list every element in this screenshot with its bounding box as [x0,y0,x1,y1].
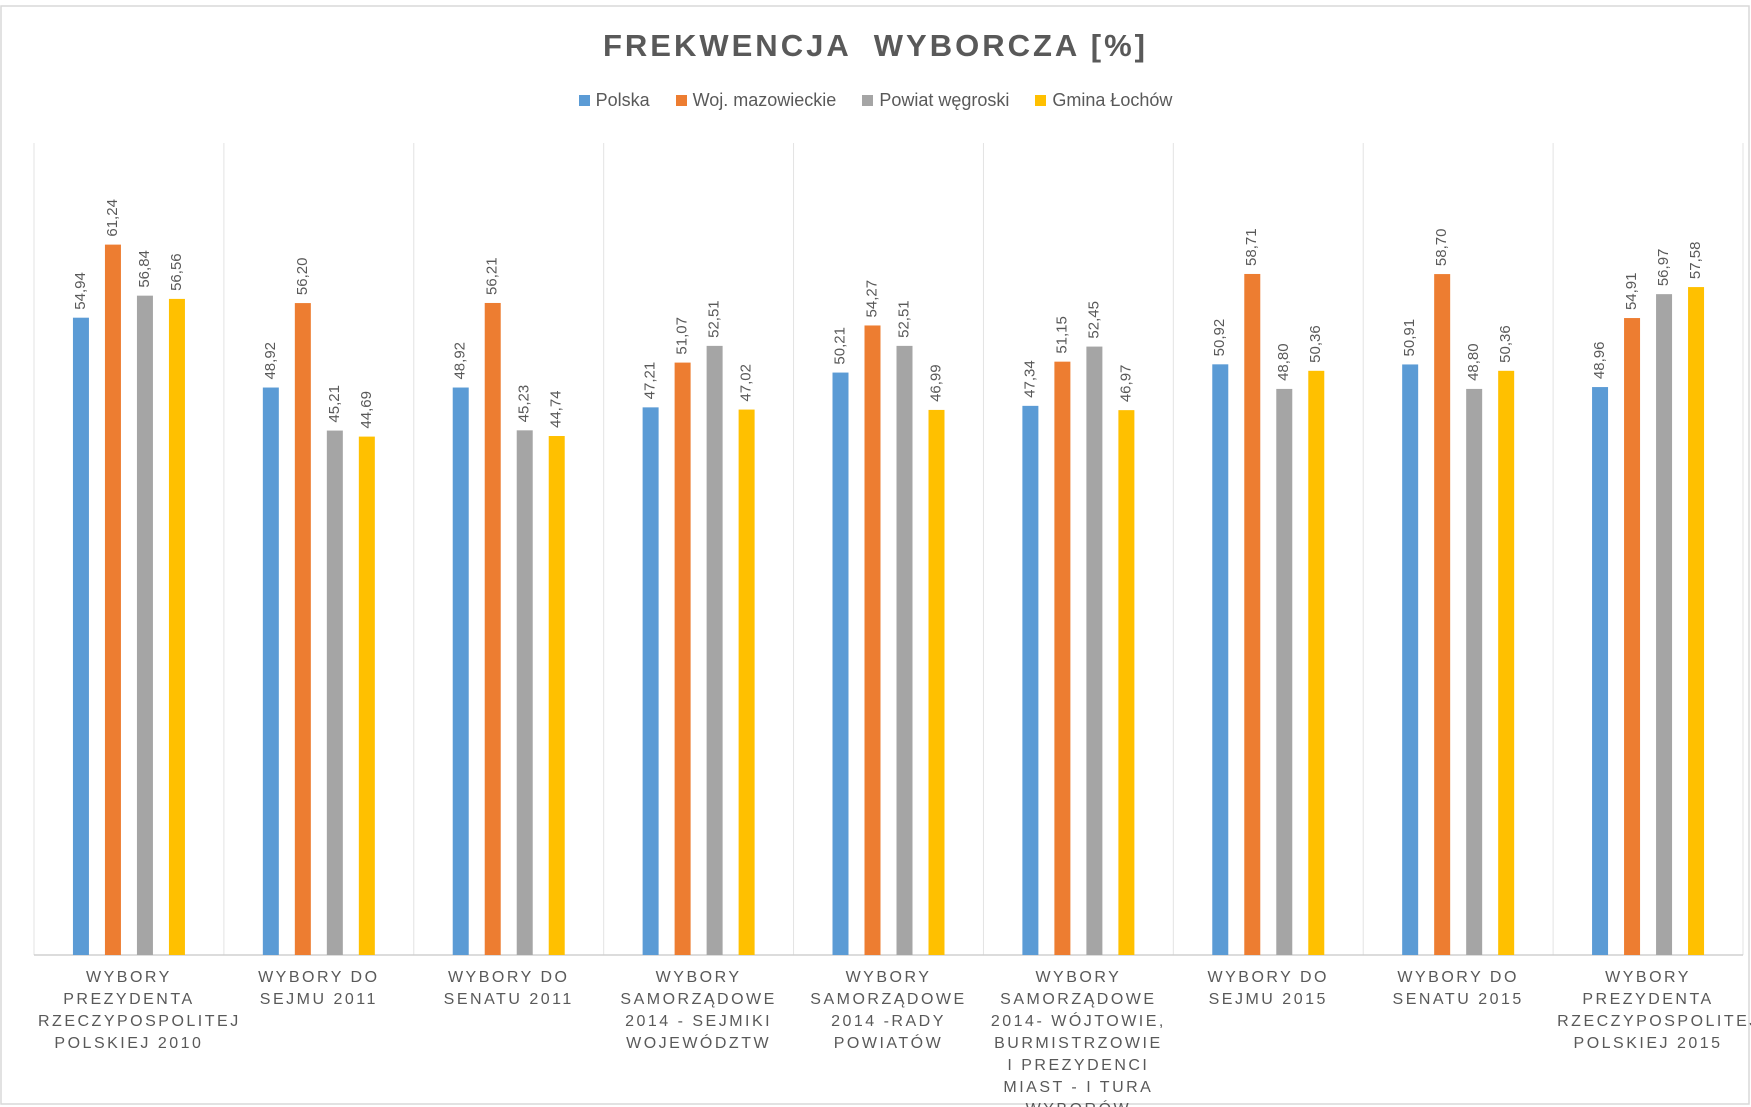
bar [864,325,881,955]
bar [294,303,311,956]
value-label: 48,80 [1465,343,1482,381]
x-tick-label: WYBORY DO SENATU 2011 [443,969,574,1008]
value-label: 50,92 [1211,319,1228,357]
bar [1086,346,1103,956]
bar [642,407,659,955]
value-label: 47,21 [642,362,659,400]
bar [358,436,375,955]
value-label: 50,36 [1497,325,1514,363]
bar [104,244,121,956]
legend-item: Gmina Łochów [1035,90,1172,111]
value-label: 48,92 [262,342,279,380]
bar [1466,388,1483,955]
value-label: 46,99 [927,364,944,402]
legend-label: Polska [595,90,650,110]
value-label: 58,70 [1433,229,1450,267]
value-label: 45,23 [516,385,533,423]
value-label: 48,92 [452,342,469,380]
legend-item: Woj. mazowieckie [675,90,837,111]
bar [896,345,913,955]
value-label: 47,34 [1021,360,1038,398]
value-label: 50,21 [831,327,848,365]
bar [1054,361,1071,955]
x-tick-label: WYBORY SAMORZĄDOWE 2014 -RADY POWIATÓW [810,969,967,1052]
bar [1276,388,1293,955]
x-tick-label: WYBORY SAMORZĄDOWE 2014 - SEJMIKI WOJEWÓ… [620,969,777,1052]
x-tick-label: WYBORY DO SENATU 2015 [1392,969,1524,1008]
value-label: 45,21 [326,385,343,423]
bar [484,302,501,955]
bar [1402,364,1419,956]
x-tick-label: WYBORY DO SEJMU 2011 [258,969,380,1008]
value-label: 51,07 [674,317,691,355]
bar [832,372,849,956]
value-label: 61,24 [104,199,121,237]
value-label: 56,56 [168,253,185,291]
bar [1212,364,1229,955]
chart-title: FREKWENCJA WYBORCZA [%] [602,28,1148,63]
value-label: 56,97 [1655,249,1672,287]
value-label: 50,36 [1307,325,1324,363]
bar [1434,274,1451,956]
frame [0,5,1750,1105]
bar [1656,294,1673,955]
value-label: 52,45 [1085,301,1102,339]
value-label: 56,84 [136,250,153,288]
value-label: 50,91 [1401,319,1418,357]
value-label: 56,21 [484,257,501,295]
bar [674,362,691,955]
bar [1022,405,1039,956]
legend-swatch [1035,95,1047,106]
x-tick-label: WYBORY PREZYDENTA RZECZYPOSPOLITEJ POLSK… [38,969,241,1052]
bar [1498,370,1515,956]
bar [516,430,533,955]
bar [1308,370,1325,956]
bar [326,430,343,956]
value-label: 47,02 [738,364,755,402]
bar [1624,318,1641,955]
legend-label: Powiat węgroski [879,90,1010,110]
value-label: 52,51 [895,300,912,338]
value-label: 46,97 [1117,365,1134,403]
value-label: 54,91 [1623,272,1640,310]
value-label: 51,15 [1053,316,1070,354]
value-label: 48,96 [1591,342,1608,380]
legend-label: Woj. mazowieckie [692,90,837,110]
legend-item: Polska [578,90,650,111]
legend-swatch [578,95,590,106]
legend: Polska Woj. mazowieckie Powiat węgroski Gmi… [0,90,1751,111]
x-tick-label: WYBORY SAMORZĄDOWE 2014- WÓJTOWIE, BURMI… [990,969,1166,1107]
value-label: 58,71 [1243,228,1260,266]
legend-item: Powiat węgroski [862,90,1009,111]
bar [928,409,945,955]
value-label: 44,69 [358,391,375,429]
bar [1688,287,1705,955]
bar [548,436,565,955]
value-label: 44,74 [548,390,565,428]
legend-label: Gmina Łochów [1052,90,1173,110]
bar [738,409,755,955]
bar [1244,273,1261,955]
bar [1118,410,1135,955]
value-label: 54,27 [863,280,880,318]
value-label: 57,58 [1687,242,1704,280]
value-label: 48,80 [1275,343,1292,381]
legend-swatch [675,95,687,106]
bar [452,387,469,955]
bar [706,345,723,955]
x-tick-label: WYBORY DO SEJMU 2015 [1207,969,1329,1008]
value-label: 54,94 [72,272,89,310]
x-tick-label: WYBORY PREZYDENTA RZECZYPOSPOLITEJ POLSK… [1557,969,1751,1052]
bar [262,387,279,955]
bar [1592,387,1609,956]
value-label: 52,51 [706,300,723,338]
bar [168,298,185,955]
bar [72,317,89,955]
value-label: 56,20 [294,258,311,296]
bar [136,295,153,955]
legend-swatch [862,95,874,106]
